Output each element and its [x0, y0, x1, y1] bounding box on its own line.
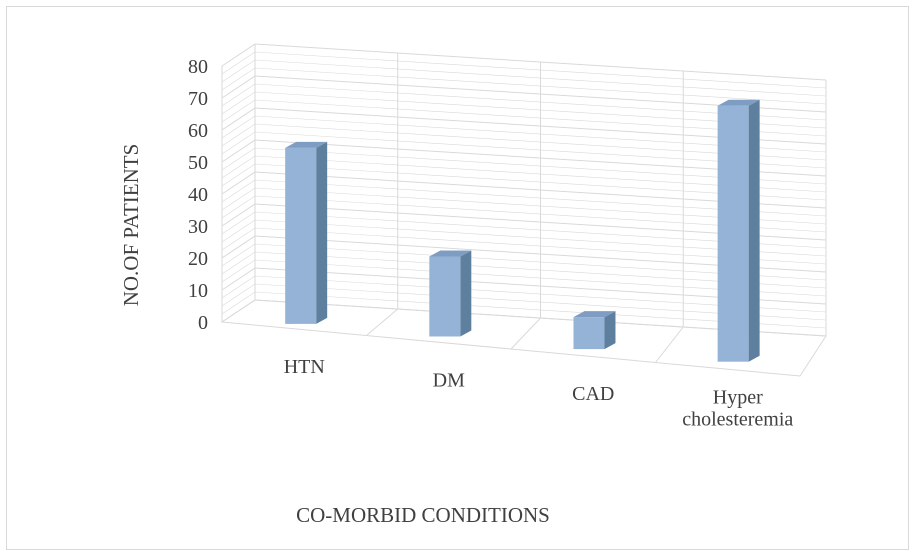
bar-top: [717, 99, 760, 106]
bar-front: [285, 147, 317, 324]
bar-front: [429, 256, 461, 337]
bar-side: [748, 99, 760, 362]
bar-side: [604, 311, 616, 350]
bar-side: [316, 141, 328, 324]
y-tick-label: 80: [188, 56, 208, 78]
category-label: CAD: [572, 383, 614, 405]
bar-front: [573, 317, 605, 350]
bars: [285, 99, 760, 362]
floor-divider: [510, 317, 541, 350]
y-tick-label: 10: [188, 280, 208, 302]
bar: [573, 311, 616, 350]
y-tick-label: 60: [188, 120, 208, 142]
floor-divider: [655, 326, 684, 363]
bar-top: [429, 250, 472, 257]
bar-top: [285, 141, 328, 148]
y-tick-labels: 0 10 20 30 40 50 60 70 80: [188, 56, 208, 334]
x-axis-label: CO-MORBID CONDITIONS: [296, 503, 550, 527]
gridlines: [220, 43, 827, 377]
bar-front: [717, 105, 749, 362]
category-labels: HTN DM CAD Hyper cholesteremia: [284, 356, 794, 431]
y-axis-label: NO.OF PATIENTS: [119, 144, 143, 307]
bar-side: [460, 250, 472, 337]
y-tick-label: 20: [188, 248, 208, 270]
category-label: HTN: [284, 356, 325, 378]
bar-top: [573, 311, 616, 318]
bar: [429, 250, 472, 337]
category-label: Hyper cholesteremia: [682, 386, 793, 430]
y-tick-label: 50: [188, 152, 208, 174]
bar: [717, 99, 760, 362]
y-tick-label: 0: [198, 312, 208, 334]
y-tick-label: 40: [188, 184, 208, 206]
gridline: [221, 59, 827, 97]
gridline: [221, 43, 827, 81]
gridline: [221, 67, 827, 105]
y-tick-label: 30: [188, 216, 208, 238]
category-label: DM: [433, 369, 465, 391]
gridline: [221, 51, 827, 89]
y-tick-label: 70: [188, 88, 208, 110]
floor-divider: [366, 308, 399, 336]
bar: [285, 141, 328, 324]
